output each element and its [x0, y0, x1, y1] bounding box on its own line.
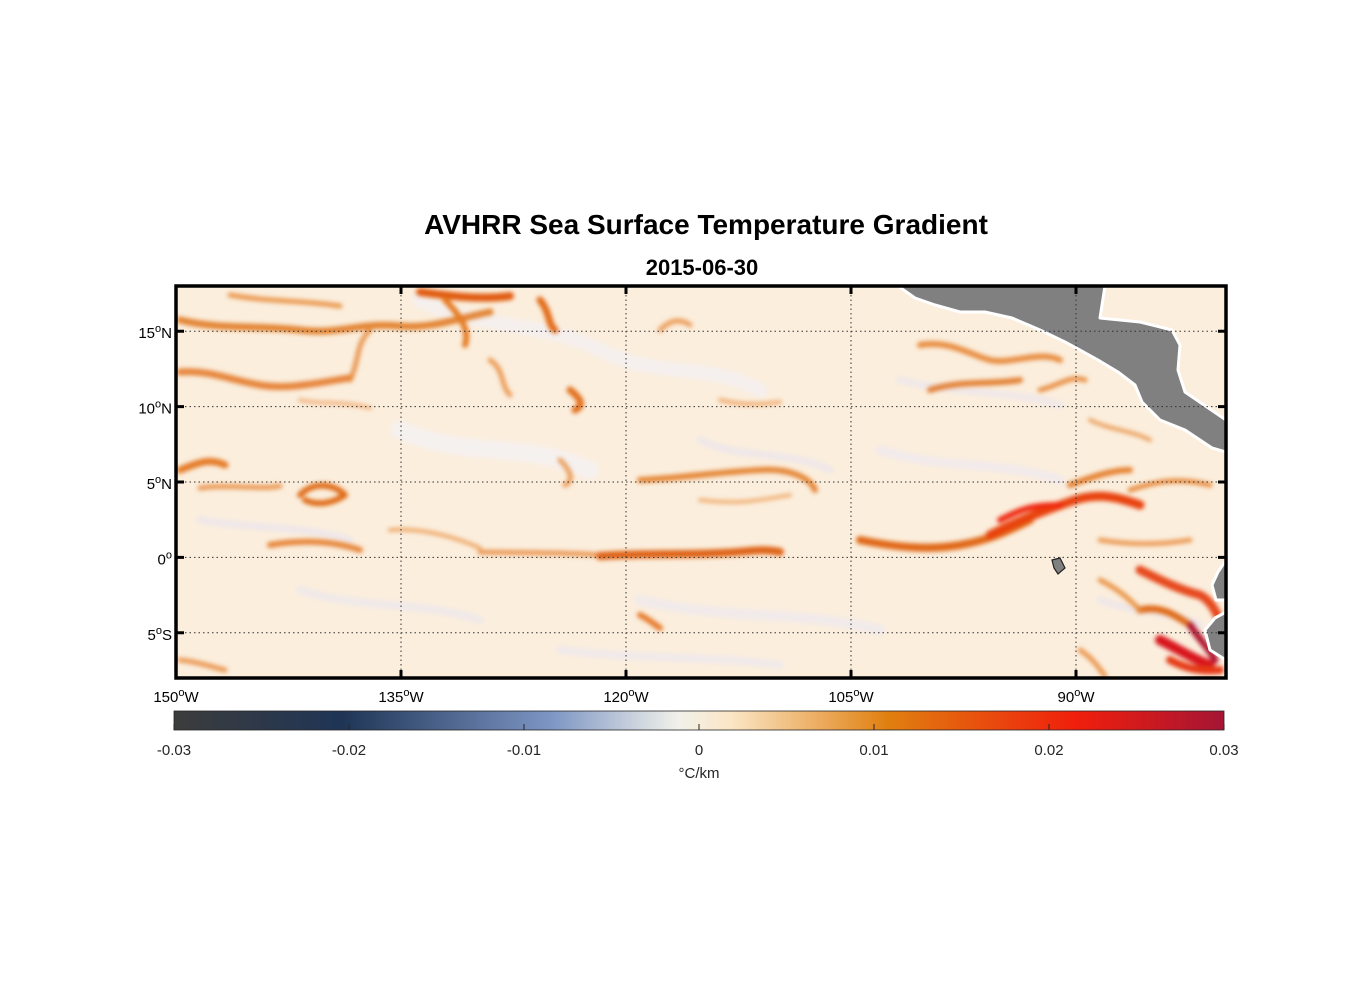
colorbar-tick-label: -0.02: [332, 742, 366, 759]
lon-label-value: 135: [378, 689, 403, 706]
degree-symbol: o: [155, 399, 161, 411]
lat-label-hemisphere: N: [161, 325, 172, 342]
degree-symbol: o: [403, 687, 409, 699]
colorbar-tick-label: 0.03: [1209, 742, 1238, 759]
degree-symbol: o: [178, 687, 184, 699]
degree-symbol: o: [156, 625, 162, 637]
lat-label-value: 5: [147, 476, 155, 493]
degree-symbol: o: [155, 323, 161, 335]
lon-label-value: 120: [603, 689, 628, 706]
colorbar-tick-label: -0.03: [157, 742, 191, 759]
degree-symbol: o: [853, 687, 859, 699]
land-areas: [896, 286, 1226, 662]
colorbar-tick-label: 0.01: [859, 742, 888, 759]
degree-symbol: o: [155, 474, 161, 486]
lon-label-value: 90: [1058, 689, 1075, 706]
lat-label-hemisphere: N: [161, 401, 172, 418]
colorbar-ticks: -0.03 -0.02 -0.01 0 0.01 0.02 0.03: [157, 724, 1239, 759]
lon-label: 135oW: [378, 687, 424, 706]
lon-label-value: 150: [153, 689, 178, 706]
lat-label-value: 5: [148, 627, 156, 644]
lat-label-value: 0: [158, 551, 166, 568]
lon-label-hemisphere: W: [1080, 689, 1095, 706]
lat-label-value: 10: [138, 401, 155, 418]
lat-label: 10oN: [138, 399, 172, 418]
map-subtitle: 2015-06-30: [646, 255, 759, 280]
lat-label: 5oS: [148, 625, 172, 644]
lat-label: 5oN: [147, 474, 172, 493]
lat-label-hemisphere: N: [161, 476, 172, 493]
degree-symbol: o: [1074, 687, 1080, 699]
map-frame-ticks: [174, 286, 1226, 678]
lon-label: 120oW: [603, 687, 649, 706]
colorbar-tick-label: 0.02: [1034, 742, 1063, 759]
central-america-land: [896, 286, 1226, 454]
colorbar-unit-label: °C/km: [679, 765, 720, 782]
lon-label-hemisphere: W: [409, 689, 424, 706]
galapagos-land: [1051, 557, 1066, 575]
sst-gradient-fronts: [176, 288, 1225, 678]
lon-label: 90oW: [1058, 687, 1096, 706]
lat-label: 15oN: [138, 323, 172, 342]
lat-label: 0o: [158, 549, 172, 568]
degree-symbol: o: [166, 549, 172, 561]
degree-symbol: o: [628, 687, 634, 699]
south-america-land: [1203, 558, 1226, 662]
longitude-labels: 150oW 135oW 120oW 105oW 90oW: [153, 687, 1095, 706]
colorbar-tick-label: 0: [695, 742, 703, 759]
map-area: [176, 286, 1226, 678]
lon-label: 105oW: [828, 687, 874, 706]
lon-label-hemisphere: W: [184, 689, 199, 706]
colorbar-tick-label: -0.01: [507, 742, 541, 759]
lat-label-hemisphere: S: [162, 627, 172, 644]
lat-label-value: 15: [138, 325, 155, 342]
lon-label: 150oW: [153, 687, 199, 706]
lon-label-value: 105: [828, 689, 853, 706]
lon-label-hemisphere: W: [634, 689, 649, 706]
lon-label-hemisphere: W: [859, 689, 874, 706]
map-title: AVHRR Sea Surface Temperature Gradient: [424, 209, 988, 240]
